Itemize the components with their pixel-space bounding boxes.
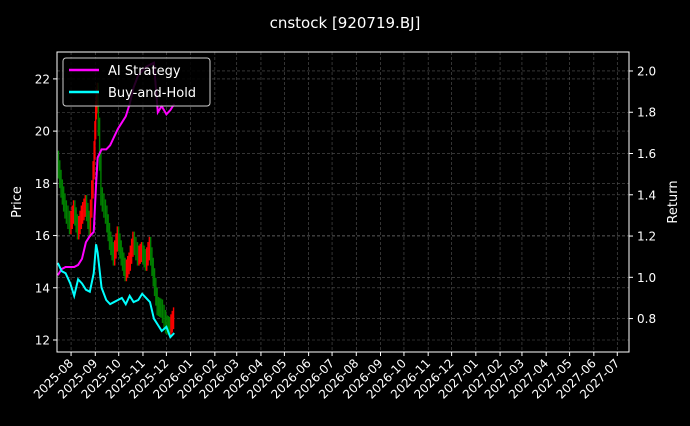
y-tick-label-right: 0.8: [637, 312, 656, 326]
y-tick-label-left: 22: [35, 72, 50, 86]
legend-label-buy-and-hold: Buy-and-Hold: [108, 86, 196, 101]
price-candles: [57, 82, 175, 337]
y-tick-label-left: 14: [35, 281, 50, 295]
y-tick-label-left: 16: [35, 229, 50, 243]
y-tick-label-right: 1.4: [637, 188, 656, 202]
legend: AI Strategy Buy-and-Hold: [62, 57, 211, 107]
y-tick-label-right: 2.0: [637, 64, 656, 78]
chart-title: cnstock [920719.BJ]: [270, 14, 421, 32]
legend-box: [62, 57, 211, 107]
y-tick-label-left: 20: [35, 125, 50, 139]
y-tick-label-right: 1.6: [637, 147, 656, 161]
y-tick-label-right: 1.2: [637, 230, 656, 244]
y-tick-label-right: 1.0: [637, 271, 656, 285]
y-axis-label-left: Price: [10, 186, 25, 218]
y-axis-label-right: Return: [666, 180, 681, 223]
series-line-buy-and-hold: [56, 244, 175, 339]
axes: 2025-082025-092025-102025-112025-122026-…: [31, 64, 656, 401]
legend-label-ai-strategy: AI Strategy: [108, 64, 181, 79]
plot-frame: [56, 51, 630, 353]
y-tick-label-left: 18: [35, 177, 50, 191]
y-tick-label-right: 1.8: [637, 106, 656, 120]
y-tick-label-left: 12: [35, 333, 50, 347]
